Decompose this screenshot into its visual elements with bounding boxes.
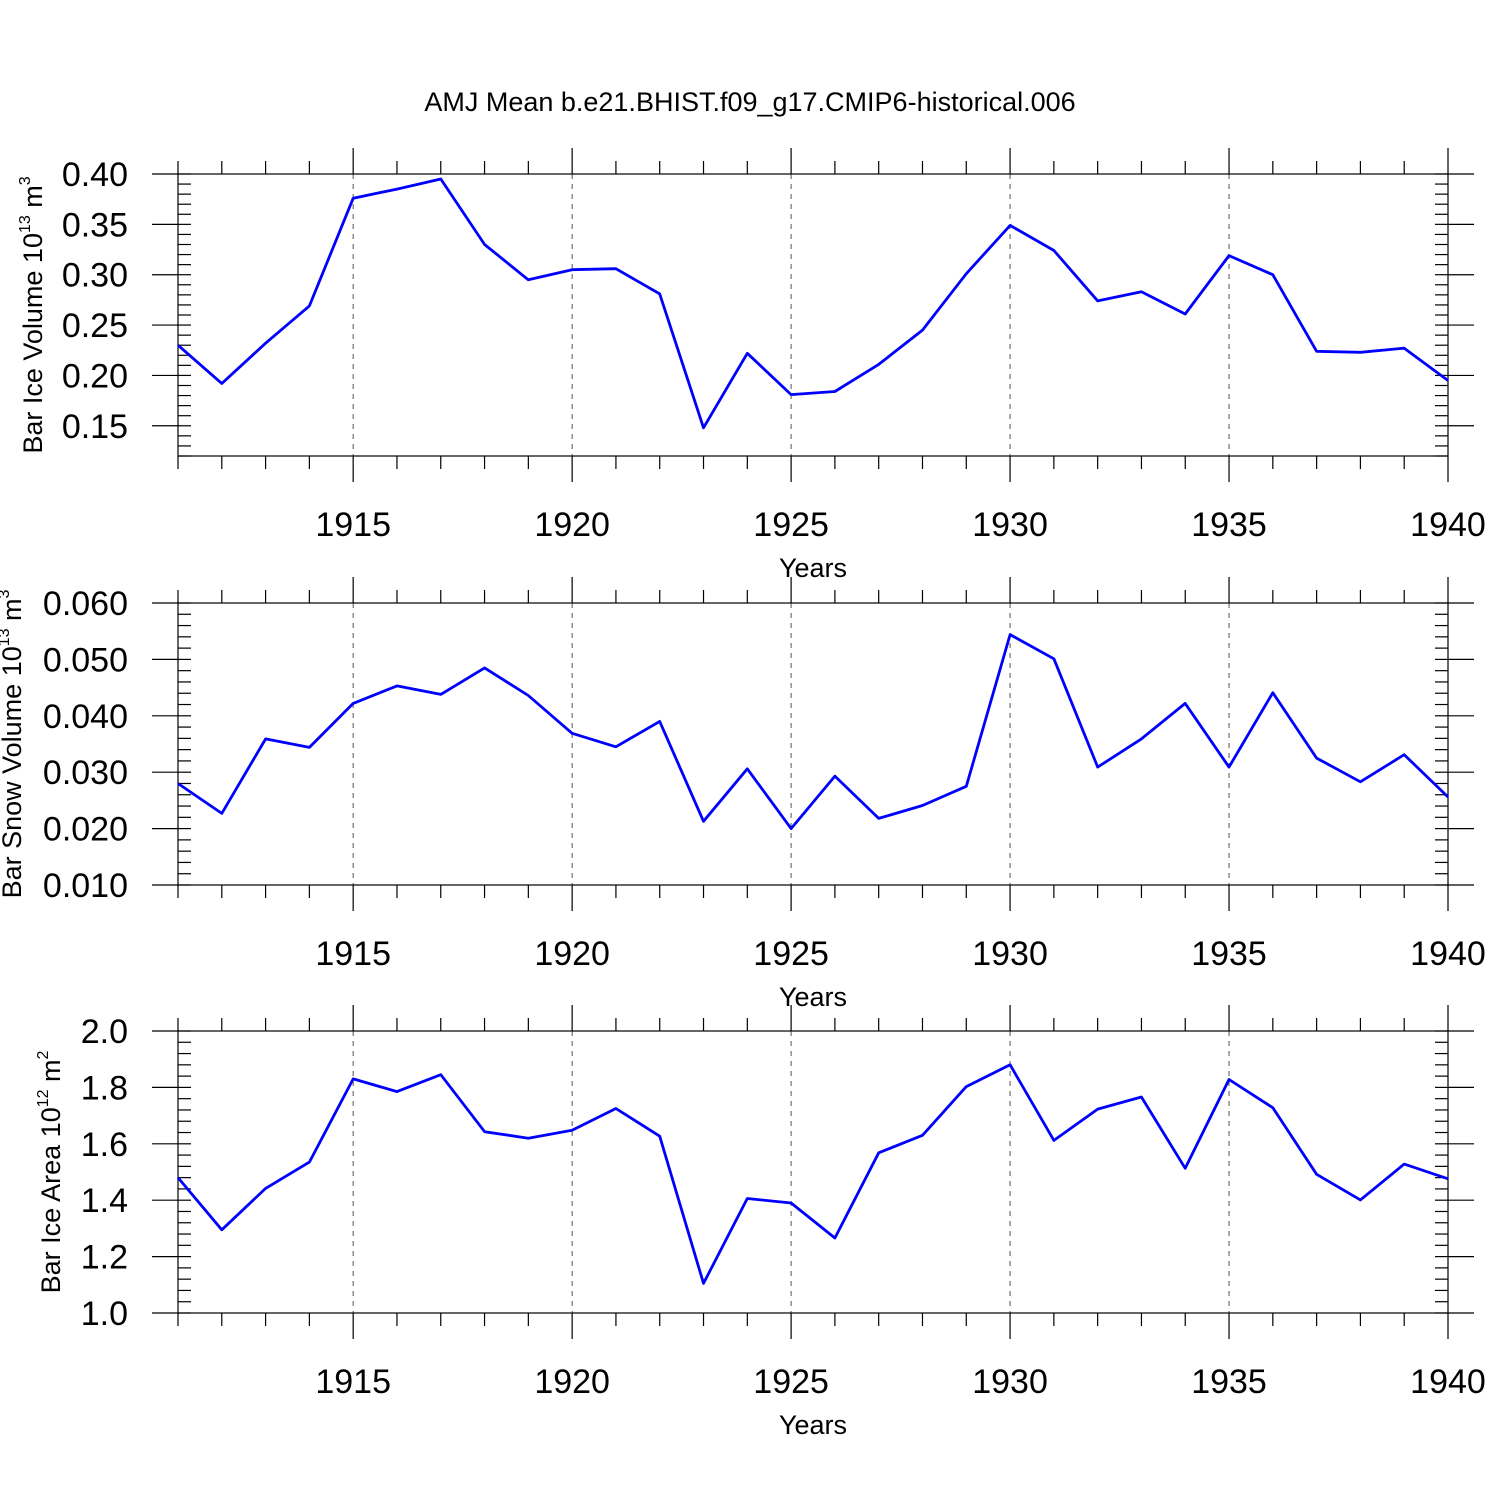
x-tick-label: 1920	[534, 935, 610, 973]
panel-1: 0.15 0.20 0.25 0.30 0.35 0.40 1915 1920 1925 1930…	[17, 148, 1486, 583]
series-line	[177, 633, 1449, 830]
y-tick-label: 0.010	[43, 867, 128, 905]
plot-frame	[177, 1030, 1449, 1314]
x-tick-label: 1920	[534, 1363, 610, 1401]
y-tick-label: 1.4	[81, 1182, 128, 1220]
y-tick-label: 1.0	[81, 1295, 128, 1333]
x-tick-label: 1915	[315, 506, 391, 544]
x-tick-label: 1935	[1191, 935, 1267, 973]
y-tick-label: 1.2	[81, 1239, 128, 1277]
x-tick-label: 1935	[1191, 506, 1267, 544]
panel-2: 0.010 0.020 0.030 0.040 0.050 0.060 1915 1920 19…	[0, 577, 1486, 1012]
y-tick-label: 1.6	[81, 1126, 128, 1164]
x-tick-label: 1940	[1410, 935, 1486, 973]
y-tick-label: 0.030	[43, 754, 128, 792]
y-tick-label: 0.020	[43, 811, 128, 849]
x-axis-label: Years	[779, 553, 847, 583]
x-axis-label: Years	[779, 1410, 847, 1440]
x-tick-label: 1930	[972, 506, 1048, 544]
x-axis-label: Years	[779, 982, 847, 1012]
x-tick-label: 1930	[972, 935, 1048, 973]
plot-frame	[177, 173, 1449, 457]
x-tick-label: 1920	[534, 506, 610, 544]
x-tick-label: 1925	[753, 506, 829, 544]
y-tick-label: 0.15	[62, 408, 128, 446]
y-tick-label: 2.0	[81, 1013, 128, 1051]
panel-3: 1.0 1.2 1.4 1.6 1.8 2.0 1915 1920 1925 1930 1935 19…	[35, 1005, 1486, 1440]
y-axis-label: Bar Ice Area 1012 m2	[35, 1050, 66, 1293]
y-axis-label: Bar Snow Volume 1013 m3	[0, 589, 27, 898]
y-tick-label: 0.25	[62, 307, 128, 345]
x-tick-label: 1940	[1410, 506, 1486, 544]
x-tick-label: 1940	[1410, 1363, 1486, 1401]
plot-frame	[177, 602, 1449, 886]
x-tick-label: 1925	[753, 1363, 829, 1401]
y-tick-label: 0.35	[62, 206, 128, 244]
y-tick-label: 0.20	[62, 357, 128, 395]
chart-title: AMJ Mean b.e21.BHIST.f09_g17.CMIP6-histo…	[424, 87, 1075, 117]
chart-panels: 0.15 0.20 0.25 0.30 0.35 0.40 1915 1920 1925 1930…	[0, 148, 1486, 1440]
x-tick-label: 1935	[1191, 1363, 1267, 1401]
x-tick-label: 1915	[315, 935, 391, 973]
y-tick-label: 0.060	[43, 585, 128, 623]
x-tick-label: 1925	[753, 935, 829, 973]
series-line	[177, 177, 1449, 430]
y-tick-label: 1.8	[81, 1069, 128, 1107]
y-tick-label: 0.040	[43, 698, 128, 736]
x-tick-label: 1930	[972, 1363, 1048, 1401]
x-tick-label: 1915	[315, 1363, 391, 1401]
series-line	[176, 1063, 1449, 1285]
y-tick-label: 0.40	[62, 156, 128, 194]
y-tick-label: 0.050	[43, 641, 128, 679]
y-axis-label: Bar Ice Volume 1013 m3	[17, 176, 48, 453]
y-tick-label: 0.30	[62, 257, 128, 295]
